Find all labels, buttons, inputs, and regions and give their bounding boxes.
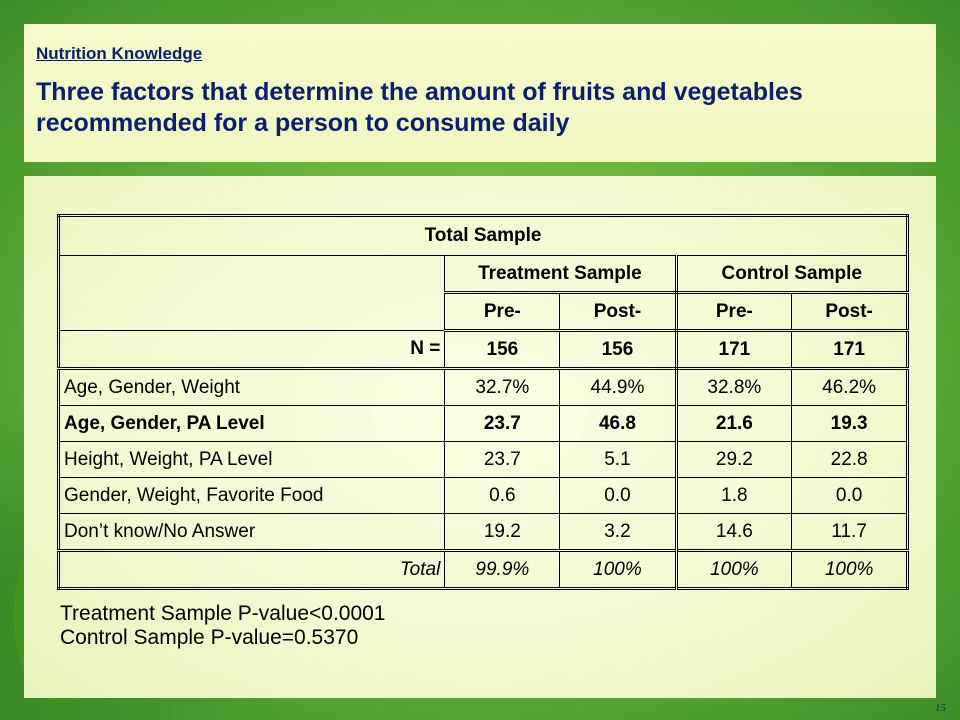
table-row: Height, Weight, PA Level 23.7 5.1 29.2 2… bbox=[57, 441, 908, 478]
cell-value: 29.2 bbox=[675, 441, 793, 478]
cell-value: 46.2% bbox=[791, 368, 908, 406]
cell-value: 22.8 bbox=[791, 441, 908, 478]
results-table: Total Sample Treatment Sample Control Sa… bbox=[57, 214, 909, 590]
group-treatment: Treatment Sample bbox=[444, 255, 678, 294]
n-value: 171 bbox=[675, 330, 793, 370]
n-value: 171 bbox=[791, 330, 908, 370]
row-label: Height, Weight, PA Level bbox=[57, 441, 446, 478]
phase-header: Pre- bbox=[444, 292, 561, 332]
n-label: N = bbox=[57, 330, 446, 370]
table-row: Age, Gender, Weight 32.7% 44.9% 32.8% 46… bbox=[57, 368, 908, 406]
row-label: Age, Gender, Weight bbox=[57, 368, 446, 406]
cell-value: 32.8% bbox=[675, 368, 793, 406]
cell-value: 44.9% bbox=[559, 368, 678, 406]
table-row: Gender, Weight, Favorite Food 0.6 0.0 1.… bbox=[57, 477, 908, 514]
treatment-pvalue: Treatment Sample P-value<0.0001 bbox=[60, 602, 386, 625]
section-label: Nutrition Knowledge bbox=[36, 44, 203, 63]
title-panel: Nutrition Knowledge Three factors that d… bbox=[24, 24, 936, 162]
total-row: Total 99.9% 100% 100% 100% bbox=[57, 549, 908, 589]
group-header-row: Treatment Sample Control Sample bbox=[57, 255, 908, 331]
cell-value: 0.6 bbox=[444, 477, 561, 514]
total-value: 99.9% bbox=[444, 549, 561, 589]
phase-header: Post- bbox=[559, 292, 678, 332]
cell-value: 0.0 bbox=[791, 477, 908, 514]
pvalue-notes: Treatment Sample P-value<0.0001 Control … bbox=[60, 602, 386, 650]
total-value: 100% bbox=[791, 549, 908, 589]
cell-value: 11.7 bbox=[791, 513, 908, 551]
cell-value: 0.0 bbox=[559, 477, 678, 514]
cell-value: 23.7 bbox=[444, 405, 561, 442]
total-value: 100% bbox=[559, 549, 678, 589]
cell-value: 1.8 bbox=[675, 477, 793, 514]
n-value: 156 bbox=[444, 330, 561, 370]
phase-header-row: Pre- Post- Pre- Post- bbox=[59, 292, 908, 332]
cell-value: 21.6 bbox=[675, 405, 793, 442]
table-caption-row: Total Sample bbox=[58, 215, 908, 256]
cell-value: 23.7 bbox=[444, 441, 561, 478]
page-number: 15 bbox=[935, 702, 946, 714]
cell-value: 19.3 bbox=[791, 405, 908, 442]
cell-value: 3.2 bbox=[559, 513, 678, 551]
row-label: Age, Gender, PA Level bbox=[57, 405, 446, 442]
control-pvalue: Control Sample P-value=0.5370 bbox=[60, 626, 359, 649]
phase-header: Post- bbox=[791, 292, 908, 332]
table-caption: Total Sample bbox=[58, 215, 908, 256]
cell-value: 14.6 bbox=[675, 513, 793, 551]
slide-title: Three factors that determine the amount … bbox=[36, 78, 803, 137]
empty-header-cell bbox=[57, 255, 446, 331]
table-row: Don’t know/No Answer 19.2 3.2 14.6 11.7 bbox=[57, 513, 908, 551]
cell-value: 5.1 bbox=[559, 441, 678, 478]
n-value: 156 bbox=[559, 330, 678, 370]
row-label: Gender, Weight, Favorite Food bbox=[57, 477, 446, 514]
cell-value: 19.2 bbox=[444, 513, 561, 551]
row-label: Don’t know/No Answer bbox=[57, 513, 446, 551]
cell-value: 46.8 bbox=[559, 405, 678, 442]
table-row: Age, Gender, PA Level 23.7 46.8 21.6 19.… bbox=[57, 405, 908, 442]
group-control: Control Sample bbox=[675, 255, 908, 294]
n-row: N = 156 156 171 171 bbox=[57, 330, 908, 370]
phase-header: Pre- bbox=[675, 292, 793, 332]
total-label: Total bbox=[57, 549, 446, 589]
cell-value: 32.7% bbox=[444, 368, 561, 406]
total-value: 100% bbox=[675, 549, 793, 589]
